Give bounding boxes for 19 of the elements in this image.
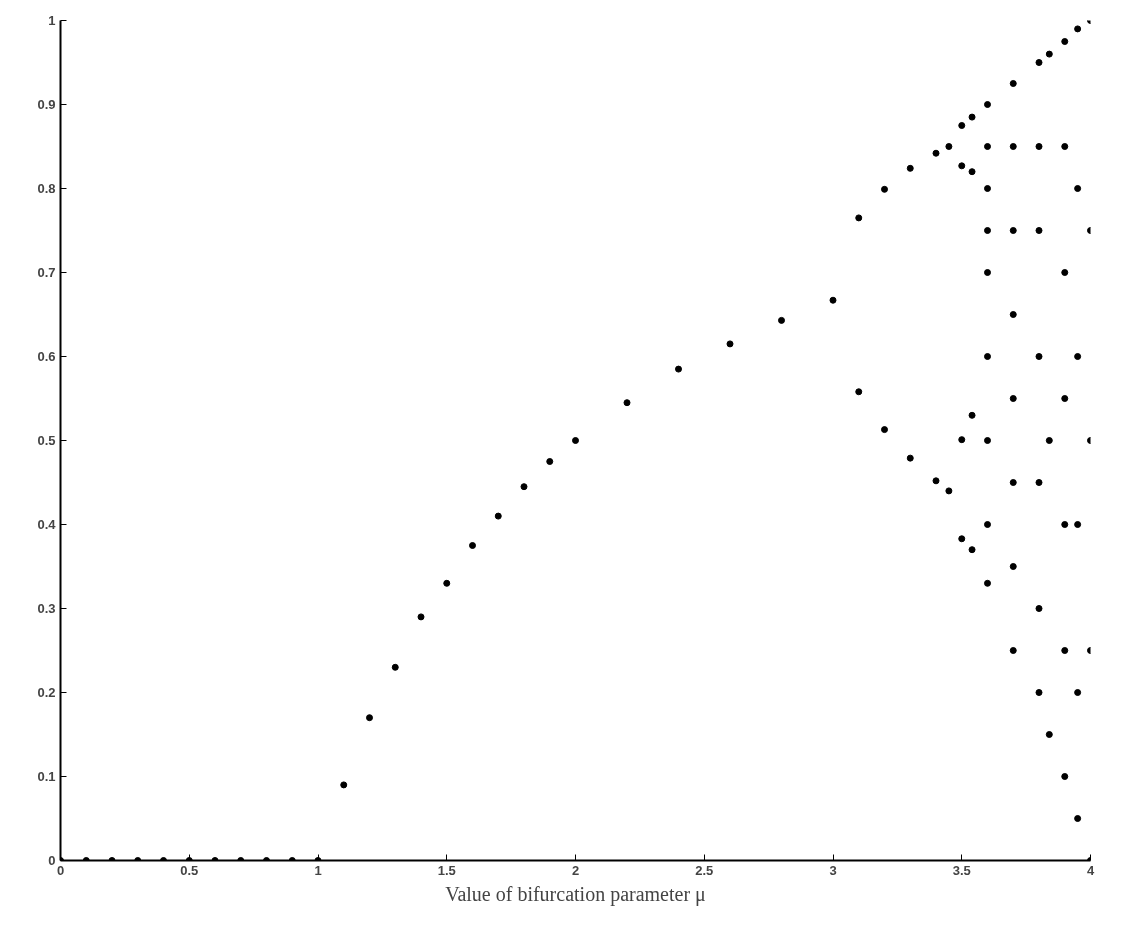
x-tick-label: 4 — [1086, 862, 1095, 878]
x-tick-label: 1.5 — [437, 862, 456, 878]
y-tick-label: 0.5 — [37, 433, 56, 448]
x-axis-title: Value of bifurcation parameter μ — [445, 882, 706, 906]
x-tick-label: 2.5 — [695, 862, 714, 878]
y-tick-label: 0.3 — [37, 601, 56, 616]
y-tick-label: 0.7 — [37, 265, 56, 280]
y-tick-label: 0.9 — [37, 97, 56, 112]
x-tick-label: 3 — [829, 862, 837, 878]
y-tick-label: 0.4 — [37, 517, 57, 532]
x-tick-label: 3.5 — [952, 862, 971, 878]
x-tick-label: 2 — [571, 862, 580, 878]
y-tick-label: 0.1 — [37, 769, 56, 784]
x-tick-label: 0.5 — [180, 862, 199, 878]
x-tick-label: 1 — [314, 862, 322, 878]
y-tick-label: 0.8 — [37, 181, 56, 196]
y-tick-label: 0.2 — [37, 685, 56, 700]
y-tick-label: 0.6 — [37, 349, 56, 364]
y-tick-label: 1 — [48, 13, 56, 28]
